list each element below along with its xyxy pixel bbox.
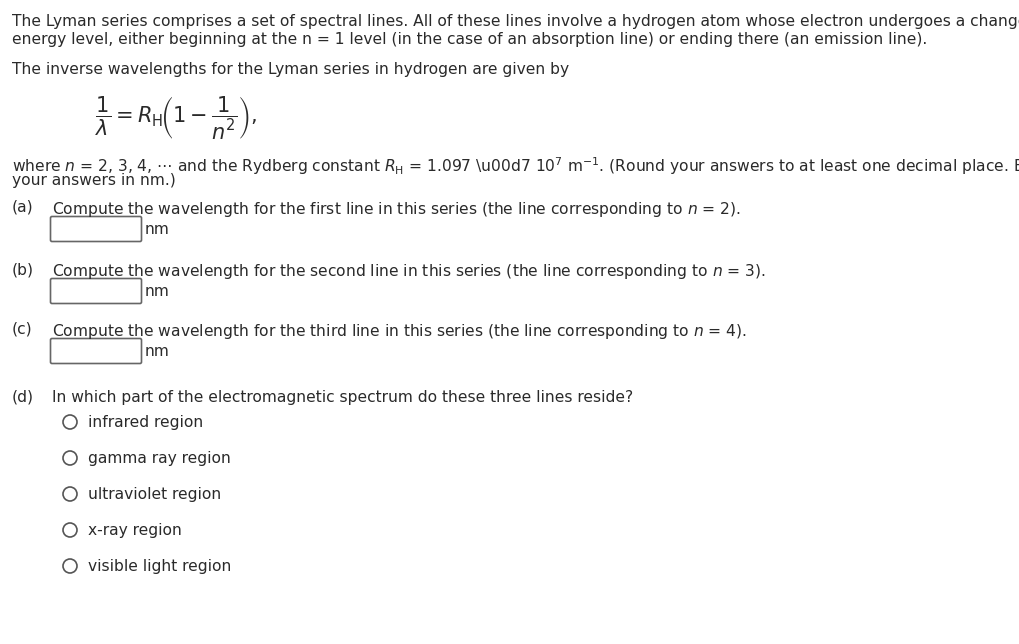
Text: The Lyman series comprises a set of spectral lines. All of these lines involve a: The Lyman series comprises a set of spec… xyxy=(12,14,1019,29)
Text: (a): (a) xyxy=(12,200,34,215)
Text: The inverse wavelengths for the Lyman series in hydrogen are given by: The inverse wavelengths for the Lyman se… xyxy=(12,62,569,77)
Circle shape xyxy=(63,451,76,465)
Text: In which part of the electromagnetic spectrum do these three lines reside?: In which part of the electromagnetic spe… xyxy=(52,390,633,405)
Circle shape xyxy=(63,415,76,429)
Text: ultraviolet region: ultraviolet region xyxy=(88,486,221,502)
Text: visible light region: visible light region xyxy=(88,558,231,574)
FancyBboxPatch shape xyxy=(51,216,142,242)
Text: infrared region: infrared region xyxy=(88,415,203,430)
Text: energy level, either beginning at the n = 1 level (in the case of an absorption : energy level, either beginning at the n … xyxy=(12,32,926,47)
Text: (c): (c) xyxy=(12,322,33,337)
FancyBboxPatch shape xyxy=(51,339,142,363)
Text: gamma ray region: gamma ray region xyxy=(88,451,230,466)
Text: (d): (d) xyxy=(12,390,34,405)
Text: Compute the wavelength for the second line in this series (the line correspondin: Compute the wavelength for the second li… xyxy=(52,262,765,281)
Text: $\dfrac{1}{\lambda} = R_{\mathrm{H}}\!\left(1 - \dfrac{1}{n^2}\right),$: $\dfrac{1}{\lambda} = R_{\mathrm{H}}\!\l… xyxy=(95,95,257,142)
Circle shape xyxy=(63,559,76,573)
Text: Compute the wavelength for the first line in this series (the line corresponding: Compute the wavelength for the first lin… xyxy=(52,200,740,219)
Circle shape xyxy=(63,487,76,501)
Text: nm: nm xyxy=(145,343,170,359)
Text: (b): (b) xyxy=(12,262,34,277)
FancyBboxPatch shape xyxy=(51,278,142,303)
Text: Compute the wavelength for the third line in this series (the line corresponding: Compute the wavelength for the third lin… xyxy=(52,322,746,341)
Text: x-ray region: x-ray region xyxy=(88,522,181,538)
Text: where $n$ = 2, 3, 4, $\cdots$ and the Rydberg constant $R_\mathrm{H}$ = 1.097 \u: where $n$ = 2, 3, 4, $\cdots$ and the Ry… xyxy=(12,155,1019,176)
Text: nm: nm xyxy=(145,222,170,236)
Text: nm: nm xyxy=(145,283,170,299)
Circle shape xyxy=(63,523,76,537)
Text: your answers in nm.): your answers in nm.) xyxy=(12,173,175,188)
